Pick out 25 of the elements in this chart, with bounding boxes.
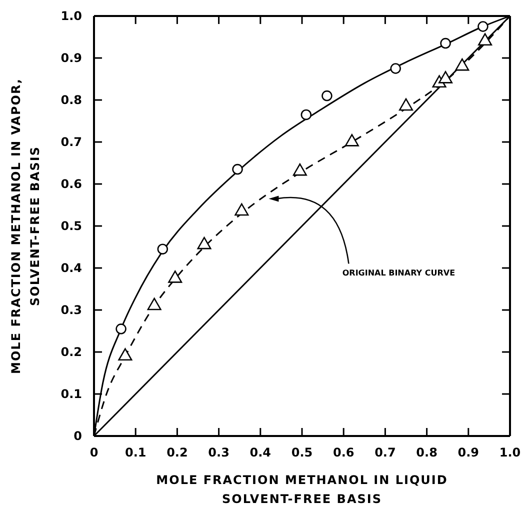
y-tick-label: 0.3	[60, 302, 82, 317]
x-tick-label: 0.7	[374, 446, 396, 460]
y-tick-label: 0.7	[60, 134, 82, 149]
y-tick-label: 0.6	[60, 176, 82, 191]
y-tick-label: 0.4	[60, 260, 82, 275]
y-axis-title: MOLE FRACTION METHANOL IN VAPOR, SOLVENT-FREE BASIS	[9, 78, 42, 374]
annotation: ORIGINAL BINARY CURVE	[342, 268, 456, 278]
x-axis-title: MOLE FRACTION METHANOL IN LIQUID SOLVENT-FREE BASIS	[156, 473, 448, 506]
y-tick-label: 0.2	[60, 344, 82, 359]
x-tick-label: 0.4	[250, 446, 272, 460]
x-tick-label: 0.6	[332, 446, 354, 460]
y-tick-label: 1.0	[60, 8, 82, 23]
y-tick-label: 0.5	[60, 218, 82, 233]
x-tick-label: 0.9	[458, 446, 480, 460]
x-tick-label: 0.3	[208, 446, 230, 460]
x-tick-label: 0.8	[416, 446, 438, 460]
x-tick-label: 0.5	[291, 446, 313, 460]
y-tick-label: 0	[74, 428, 82, 443]
y-tick-label: 0.8	[60, 92, 82, 107]
y-tick-label: 0.9	[60, 50, 82, 65]
x-tick-label: 0.1	[124, 446, 146, 460]
x-tick-label: 0	[90, 446, 98, 460]
x-tick-label: 0.2	[166, 446, 188, 460]
x-tick-label: 1.0	[499, 446, 521, 460]
y-tick-label: 0.1	[60, 386, 82, 401]
